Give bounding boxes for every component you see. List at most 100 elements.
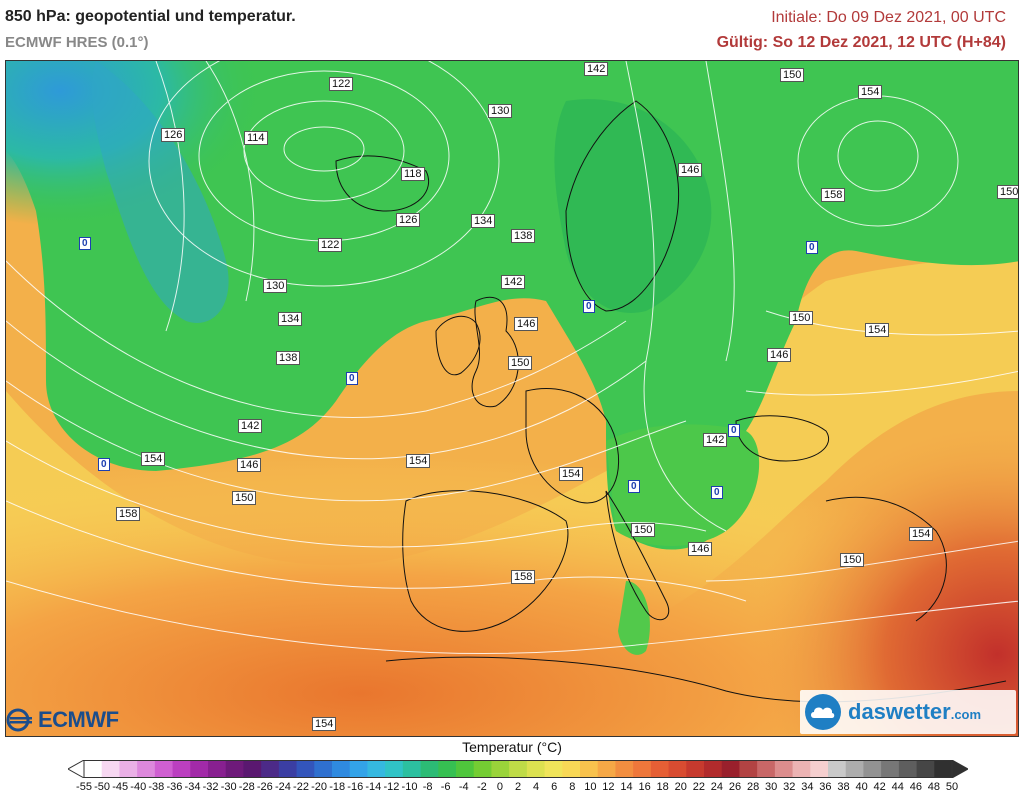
colorbar-tick-label: -6 [440,781,451,793]
isoline-c [6,380,687,502]
model-label: ECMWF HRES (0.1°) [5,34,149,51]
cold-tongue [91,61,229,323]
isoline-g [625,61,727,532]
isoline-label: 126 [161,128,186,142]
turkey-coast [825,496,947,622]
isoline-label: 146 [237,458,262,472]
isoline-label: 142 [238,419,263,433]
isoline-label: 142 [584,62,609,76]
isoline-label: 158 [821,188,846,202]
isoline-label: 154 [559,467,584,481]
britain-coast [471,296,519,408]
isoline-high-1 [837,120,919,192]
colorbar-tick-label: 28 [746,781,760,793]
colorbar-tick-label: -30 [220,781,237,793]
colorbar-swatch [668,760,687,778]
colorbar-swatch [84,760,103,778]
isoline-l [205,61,255,302]
colorbar-tick-label: -28 [238,781,255,793]
isoline-a [6,260,627,418]
colorbar-tick-label: 16 [638,781,651,793]
isoline-label: 150 [508,356,533,370]
colorbar-swatch [597,760,616,778]
colorbar-title: Temperatur (°C) [462,739,562,755]
colorbar-tick-label: -10 [401,781,418,793]
colorbar-swatch [367,760,386,778]
colorbar-tick-label: -18 [329,781,346,793]
balkan-cold-pool [606,424,760,546]
isoline-k [705,540,1018,582]
colorbar-swatch [615,760,634,778]
colorbar-tick-label: 32 [783,781,796,793]
colorbar-swatch [704,760,723,778]
france-outline [525,387,620,504]
colorbar-swatch [721,760,740,778]
zero-isotherm-label: 0 [806,241,818,254]
isoline-label: 130 [263,279,288,293]
isoline-label: 150 [232,491,257,505]
ecmwf-logo-text: ECMWF [38,707,119,732]
colorbar-swatch [137,760,156,778]
colorbar-min-arrow [68,760,85,778]
colorbar-swatch [845,760,864,778]
valid-time: Gültig: So 12 Dez 2021, 12 UTC (H+84) [716,34,1006,51]
zero-isotherm-label: 0 [346,372,358,385]
colorbar-tick-label: 22 [692,781,705,793]
isoline-label: 154 [909,527,934,541]
daswetter-suffix: .com [950,707,982,722]
isoline-label: 146 [514,317,539,331]
colorbar-tick-label: -24 [274,781,291,793]
colorbar-swatch [278,760,298,778]
colorbar-swatch [402,760,422,778]
colorbar-swatch [509,760,528,778]
isoline-label: 122 [329,77,354,91]
isoline-low-1 [283,126,365,172]
colorbar-max-arrow [951,760,968,778]
isoline-label: 142 [703,433,728,447]
colorbar-swatch [314,760,333,778]
colorbar-swatch [154,760,174,778]
colorbar-tick-label: 30 [765,781,778,793]
weather-map: 122 114 126 118 130 126 134 138 122 130 … [5,60,1019,737]
colorbar-swatch [739,760,758,778]
colorbar-swatch [580,760,599,778]
colorbar-swatch [898,760,918,778]
colorbar-tick-label: 6 [551,781,558,793]
isoline-label: 122 [318,238,343,252]
colorbar-swatch [544,760,563,778]
colorbar-tick-label: 44 [891,781,904,793]
italy-cold-patch [618,581,650,655]
colorbar-swatch [828,760,847,778]
colorbar-tick-label: -36 [166,781,183,793]
zero-isotherm-label: 0 [583,300,595,313]
colorbar-swatch [101,760,120,778]
colorbar-swatch [349,760,368,778]
colorbar-tick-label: -55 [76,781,92,793]
colorbar-tick-label: -12 [383,781,400,793]
isoline-label: 150 [997,185,1018,199]
colorbar-swatch [190,760,209,778]
isoline-label: 138 [276,351,301,365]
colorbar-tick-label: -2 [476,781,487,793]
colorbar-tick-label: -50 [94,781,111,793]
colorbar-swatch [438,760,457,778]
iceland-coast [335,155,429,212]
isoline-h [705,61,735,362]
colorbar-swatch [119,760,138,778]
colorbar-tick-label: 4 [533,781,540,793]
colorbar-tick-label: -16 [347,781,364,793]
colorbar-tick-label: 40 [855,781,868,793]
isoline-label: 118 [401,167,425,181]
colorbar-tick-label: 34 [801,781,814,793]
colorbar-tick-label: 46 [909,781,922,793]
colorbar-tick-label: 8 [569,781,576,793]
isoline-label: 150 [780,68,805,82]
ireland-coast [435,315,481,376]
isoline-label: 142 [501,275,526,289]
colorbar-swatch [296,760,315,778]
colorbar-tick-label: 42 [873,781,886,793]
colorbar-swatch [633,760,652,778]
isoline-label: 154 [312,717,337,731]
ecmwf-logo: ECMWF [6,706,119,734]
colorbar-swatch [686,760,705,778]
